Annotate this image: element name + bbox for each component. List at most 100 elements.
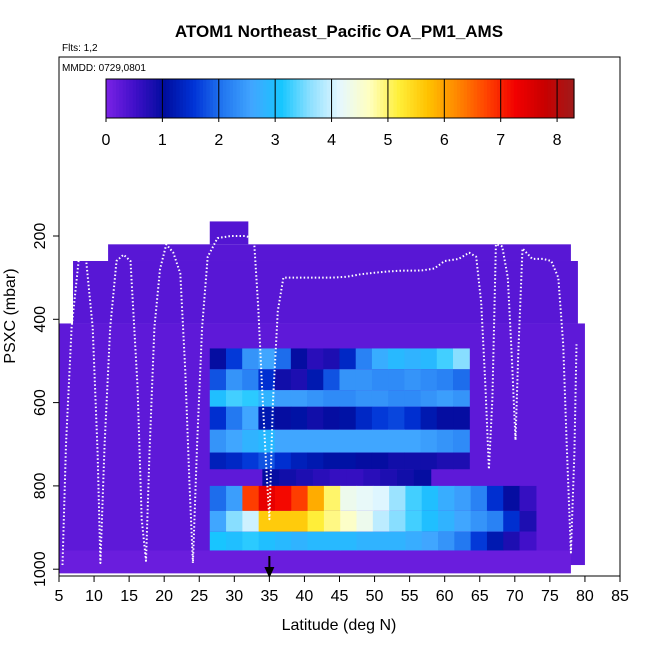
x-tick-label: 15 xyxy=(120,588,138,605)
colorbar-segment xyxy=(219,79,224,118)
colorbar-segment xyxy=(126,79,130,118)
colorbar-segment xyxy=(206,79,211,118)
colorbar-segment xyxy=(132,79,137,118)
colorbar-segment xyxy=(366,79,371,118)
heatmap-cell xyxy=(225,390,243,407)
heatmap-cell xyxy=(503,510,521,532)
heatmap-cell xyxy=(307,485,325,511)
colorbar-segment xyxy=(109,79,114,118)
x-tick-label: 10 xyxy=(85,588,103,605)
heatmap-cell xyxy=(453,406,470,430)
colorbar-segment xyxy=(497,79,502,118)
colorbar-segment xyxy=(269,79,274,118)
heatmap-background-layer xyxy=(73,260,578,324)
colorbar-segment xyxy=(289,79,294,118)
heatmap-cell xyxy=(274,348,292,370)
heatmap-cell xyxy=(436,452,454,470)
colorbar-segment xyxy=(513,79,518,118)
x-tick-label: 25 xyxy=(190,588,208,605)
heatmap-cell xyxy=(405,485,423,511)
x-tick-label: 65 xyxy=(471,588,489,605)
heatmap-cell xyxy=(356,510,374,532)
colorbar-segment xyxy=(319,79,324,118)
heatmap-cell xyxy=(209,390,227,407)
colorbar-segment xyxy=(112,79,117,118)
colorbar-segment xyxy=(517,79,522,118)
colorbar-segment xyxy=(316,79,321,118)
colorbar-segment xyxy=(443,79,448,118)
y-tick-label: 200 xyxy=(32,223,49,250)
heatmap-cell xyxy=(486,510,504,532)
colorbar-segment xyxy=(166,79,171,118)
heatmap-cell xyxy=(307,452,324,470)
y-tick-label: 400 xyxy=(32,306,49,333)
heatmap-cell xyxy=(355,452,373,470)
colorbar-segment xyxy=(172,79,177,118)
heatmap-cell xyxy=(404,452,422,470)
heatmap-cell xyxy=(454,510,472,532)
heatmap-cell xyxy=(307,348,324,370)
heatmap-cell xyxy=(355,348,373,370)
y-tick-label: 600 xyxy=(32,389,49,416)
colorbar-segment xyxy=(142,79,147,118)
heatmap-cell xyxy=(242,429,260,453)
colorbar-segment xyxy=(560,79,565,118)
heatmap-cell xyxy=(279,469,297,486)
heatmap-cell xyxy=(242,485,260,511)
heatmap-cell xyxy=(323,369,341,391)
heatmap-cell xyxy=(389,510,407,532)
colorbar-tick-label: 1 xyxy=(158,132,167,149)
colorbar-tick-label: 8 xyxy=(553,132,562,149)
colorbar-segment xyxy=(420,79,425,118)
heatmap-cell xyxy=(404,406,422,430)
heatmap-cell xyxy=(371,348,389,370)
colorbar-segment xyxy=(557,79,562,118)
x-tick-label: 80 xyxy=(576,588,594,605)
colorbar-segment xyxy=(336,79,341,118)
heatmap-cell xyxy=(503,531,521,551)
colorbar-segment xyxy=(283,79,288,118)
heatmap-cell xyxy=(436,406,454,430)
colorbar-tick-label: 4 xyxy=(327,132,336,149)
heatmap-cell xyxy=(291,485,309,511)
heatmap-cell xyxy=(355,390,373,407)
colorbar-segment xyxy=(286,79,291,118)
heatmap-background-layer xyxy=(59,550,571,574)
x-axis-label: Latitude (deg N) xyxy=(282,617,397,634)
colorbar-segment xyxy=(343,79,348,118)
heatmap-cell xyxy=(470,485,488,511)
heatmap-cell xyxy=(209,510,227,532)
colorbar-segment xyxy=(450,79,455,118)
heatmap-cell xyxy=(242,369,260,391)
x-axis: 5 10 15 20 25 30 35 40 45 50 55 60 65 70 75 80 85 xyxy=(55,576,629,605)
colorbar-segment xyxy=(229,79,234,118)
heatmap-cell xyxy=(225,406,243,430)
heatmap-cell xyxy=(438,510,455,532)
colorbar-segment xyxy=(370,79,375,118)
heatmap-cell xyxy=(454,485,472,511)
heatmap-cell xyxy=(225,429,243,453)
heatmap-cell xyxy=(258,485,276,511)
heatmap-cell xyxy=(436,390,454,407)
x-tick-label: 60 xyxy=(436,588,454,605)
colorbar-segment xyxy=(490,79,495,118)
heatmap-cell xyxy=(388,390,405,407)
colorbar-segment xyxy=(543,79,548,118)
colorbar-segment xyxy=(309,79,314,118)
x-tick-label: 40 xyxy=(296,588,314,605)
colorbar-segment xyxy=(279,79,284,118)
colorbar-segment xyxy=(416,79,421,118)
colorbar-segment xyxy=(169,79,174,118)
heatmap-cell xyxy=(290,369,308,391)
heatmap-cell xyxy=(420,452,438,470)
colorbar-segment xyxy=(453,79,458,118)
heatmap-cells xyxy=(59,221,585,574)
heatmap-cell xyxy=(453,390,470,407)
heatmap-cell xyxy=(413,469,432,486)
colorbar-segment xyxy=(413,79,418,118)
heatmap-cell xyxy=(291,531,309,551)
heatmap-cell xyxy=(397,469,415,486)
heatmap-cell xyxy=(388,369,405,391)
colorbar-tick-label: 2 xyxy=(214,132,223,149)
colorbar-segment xyxy=(293,79,298,118)
